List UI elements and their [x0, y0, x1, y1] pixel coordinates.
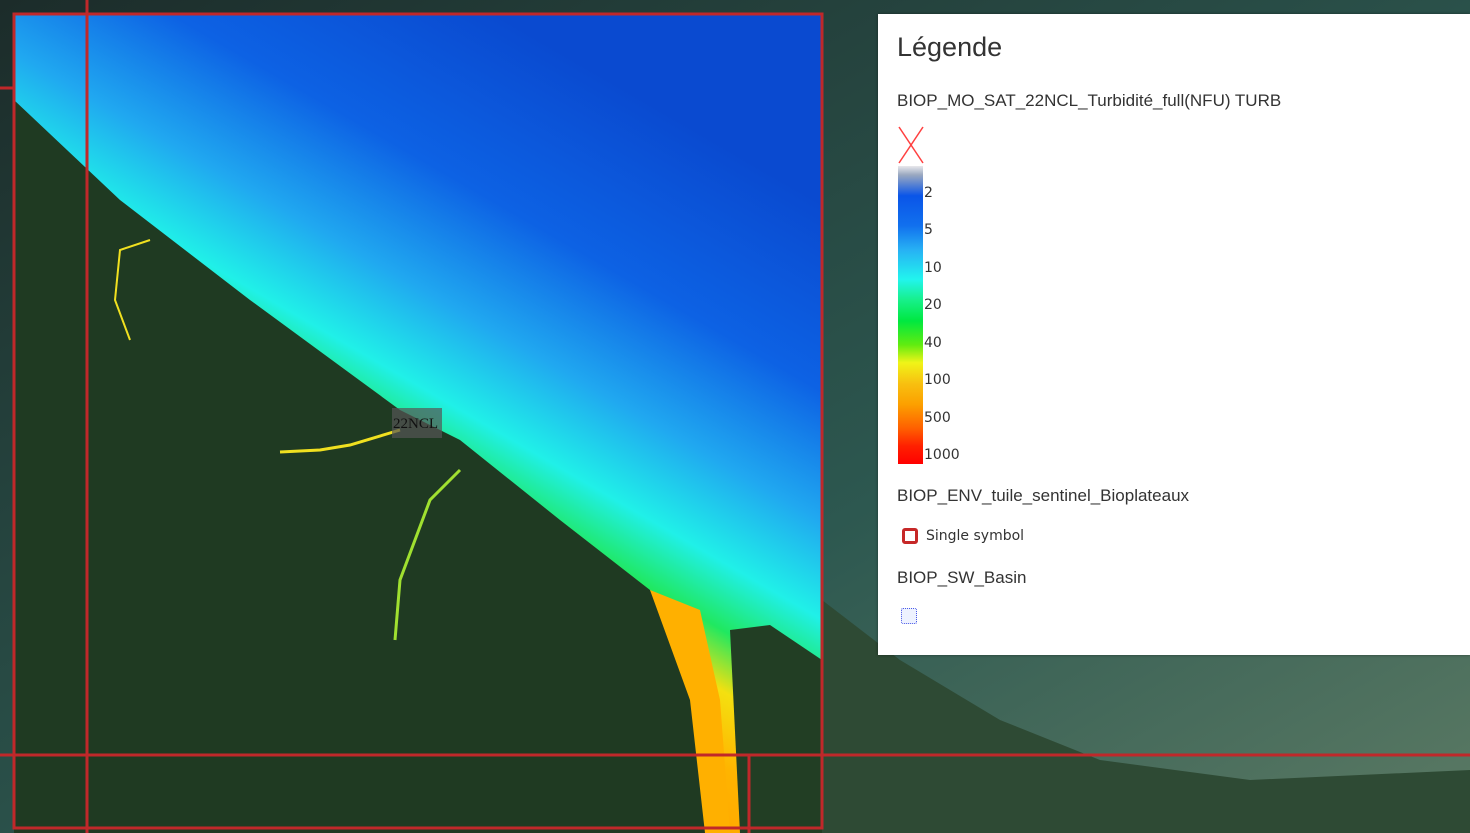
ramp-label: 5 [924, 222, 933, 238]
ramp-label: 2 [924, 185, 933, 201]
ramp-label: 20 [924, 297, 942, 313]
ramp-label: 100 [924, 372, 951, 388]
river [279, 428, 401, 454]
coast-land [822, 600, 1470, 833]
color-ramp [898, 166, 923, 464]
ramp-label: 1000 [924, 447, 960, 463]
polygon-symbol-icon [901, 608, 917, 624]
red-x-icon [898, 126, 924, 164]
legend-panel: Légende BIOP_MO_SAT_22NCL_Turbidité_full… [878, 14, 1470, 655]
land-area [14, 100, 720, 833]
layer-name-turbidity: BIOP_MO_SAT_22NCL_Turbidité_full(NFU) TU… [897, 91, 1282, 110]
single-symbol-icon [902, 528, 918, 544]
river-plume [650, 590, 730, 833]
river [113, 239, 151, 341]
ramp-label: 500 [924, 410, 951, 426]
legend-title: Légende [897, 32, 1003, 62]
tile-label: 22NCL [393, 416, 438, 432]
city-area [392, 408, 442, 438]
ramp-label: 40 [924, 335, 942, 351]
symbol-label: Single symbol [926, 528, 1025, 544]
layer-name-basin: BIOP_SW_Basin [897, 568, 1027, 587]
tile-outline [12, 12, 824, 830]
river [393, 468, 462, 641]
land-area-east [730, 625, 822, 833]
ramp-label: 10 [924, 260, 942, 276]
layer-name-bioplateaux: BIOP_ENV_tuile_sentinel_Bioplateaux [897, 486, 1190, 505]
